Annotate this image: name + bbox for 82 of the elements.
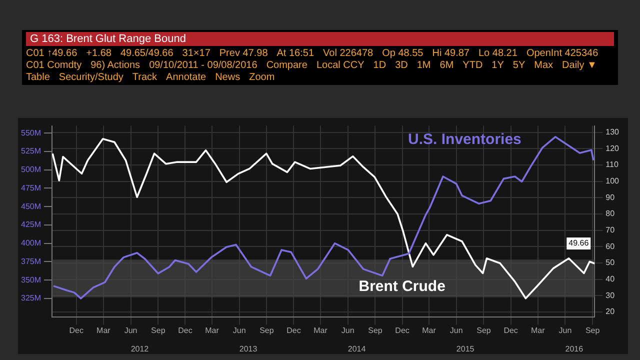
text: +1.68 (86, 48, 112, 59)
text: Lo 48.21 (478, 48, 518, 59)
y2-tick-label: 425M (20, 220, 42, 230)
data-label: 49.66 (568, 238, 590, 248)
text: 3D (395, 60, 408, 71)
text: Zoom (249, 72, 275, 83)
x-tick-label: Sep (260, 326, 274, 335)
x-tick-label: Mar (314, 326, 328, 335)
text: Max (534, 60, 554, 71)
text: Vol 226478 (323, 48, 374, 59)
y-tick-label: 40 (606, 274, 616, 284)
text: 09/10/2011 - 09/08/2016 (149, 60, 258, 71)
y2-tick-label: 550M (20, 128, 42, 138)
y2-tick-label: 450M (20, 202, 42, 211)
x-tick-label: Jun (341, 326, 354, 335)
y-tick-label: 120 (606, 144, 620, 153)
y-tick-label: 70 (606, 225, 616, 234)
text: Compare (266, 60, 308, 71)
x2-tick-label: 2014 (348, 344, 366, 354)
x-tick-label: Dec (286, 326, 301, 335)
y2-tick-label: 525M (20, 146, 42, 156)
text: News (215, 72, 240, 83)
y-tick-label: 20 (606, 307, 616, 316)
y-tick-label: 90 (606, 192, 616, 202)
x-tick-label: Mar (96, 326, 111, 335)
chart-title: G 163: Brent Glut Range Bound (26, 32, 614, 46)
x2-tick-label: 2012 (130, 344, 150, 354)
x-tick-label: Mar (205, 326, 220, 335)
x-tick-label: Dec (395, 326, 410, 335)
y2-tick-label: 475M (20, 183, 42, 192)
y-tick-label: 110 (606, 160, 619, 170)
x-tick-label: Sep (476, 326, 492, 335)
y-tick-label: 50 (606, 258, 616, 268)
text: Prev 47.98 (219, 48, 268, 59)
x-tick-label: Dec (504, 326, 518, 335)
series-label: U.S. Inventories (408, 130, 522, 148)
y2-tick-label: 500M (20, 165, 42, 174)
text: 1D (373, 60, 386, 71)
text: C01 ↑49.66 (26, 48, 78, 59)
text: C01 Comdty (26, 60, 82, 71)
text: Table (26, 72, 50, 83)
text: YTD (462, 60, 483, 71)
text: 31×17 (182, 48, 210, 59)
x-tick-label: Jun (232, 326, 246, 335)
x2-tick-label: 2016 (565, 344, 584, 354)
y-tick-label: 60 (606, 242, 616, 251)
x-tick-label: Sep (585, 326, 600, 335)
y2-tick-label: 400M (20, 238, 42, 248)
text: 1Y (492, 60, 504, 71)
text: OpenInt 425346 (526, 48, 598, 59)
text: 5Y (512, 60, 526, 71)
series-label: Brent Crude (358, 278, 446, 295)
x-tick-label: Jun (450, 326, 463, 335)
text: Op 48.55 (382, 48, 424, 59)
y-tick-label: 80 (606, 209, 616, 218)
text: Security/Study (58, 72, 124, 83)
text: Track (132, 72, 158, 83)
x-tick-label: Jun (558, 326, 572, 335)
x-tick-label: Jun (124, 326, 138, 335)
y2-tick-label: 375M (20, 256, 42, 266)
text: 1M (416, 60, 431, 71)
x-tick-label: Mar (422, 326, 436, 335)
x-tick-label: Dec (69, 326, 84, 335)
x-tick-label: Sep (368, 326, 383, 335)
text: Daily ▼ (562, 60, 597, 71)
x-tick-label: Dec (178, 326, 192, 335)
y2-tick-label: 325M (20, 294, 42, 303)
x-tick-label: Mar (530, 326, 546, 335)
text: Hi 49.87 (432, 48, 470, 59)
text: 96) Actions (90, 60, 140, 71)
text: Annotate (166, 72, 206, 83)
text: 49.65/49.66 (120, 48, 174, 59)
y2-tick-label: 350M (20, 275, 42, 284)
y-tick-label: 130 (606, 128, 620, 137)
text: 6M (440, 60, 454, 71)
y-tick-label: 100 (606, 176, 620, 186)
x2-tick-label: 2015 (456, 344, 475, 354)
x-tick-label: Sep (151, 326, 166, 335)
x2-tick-label: 2013 (239, 344, 258, 354)
text: At 16:51 (276, 48, 314, 59)
text: Local CCY (316, 60, 364, 71)
y-tick-label: 30 (606, 290, 616, 300)
